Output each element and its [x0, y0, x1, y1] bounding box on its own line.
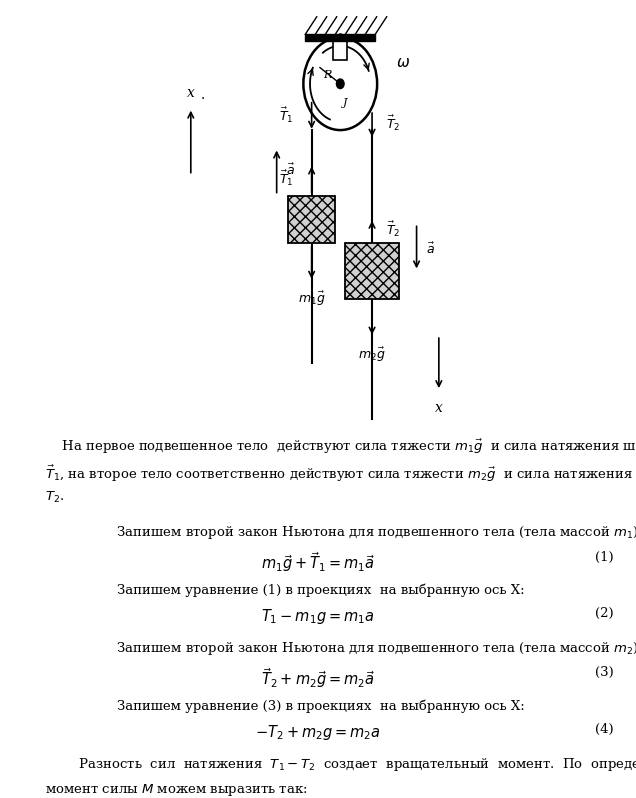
Text: (2): (2) [595, 607, 614, 620]
Text: (4): (4) [595, 723, 614, 736]
Polygon shape [288, 196, 336, 243]
Text: Разность  сил  натяжения  $T_1-T_2$  создает  вращательный  момент.  По  определ: Разность сил натяжения $T_1-T_2$ создает… [45, 756, 636, 772]
Text: $\vec{T}_1$: $\vec{T}_1$ [279, 168, 294, 188]
Text: $T_2$.: $T_2$. [45, 490, 64, 505]
Polygon shape [333, 38, 347, 60]
Text: Запишем уравнение (1) в проекциях  на выбранную ось X:: Запишем уравнение (1) в проекциях на выб… [83, 583, 524, 597]
Circle shape [336, 79, 344, 89]
Text: $\vec{T}_2+m_2\vec{g}=m_2\vec{a}$: $\vec{T}_2+m_2\vec{g}=m_2\vec{a}$ [261, 666, 375, 690]
Text: $\vec{a}$: $\vec{a}$ [426, 241, 436, 257]
Text: $\vec{a}$: $\vec{a}$ [286, 163, 296, 179]
Text: Запишем уравнение (3) в проекциях  на выбранную ось X:: Запишем уравнение (3) в проекциях на выб… [83, 699, 525, 713]
Text: R: R [323, 69, 331, 80]
Text: $\vec{T}_2$: $\vec{T}_2$ [386, 114, 401, 133]
Text: На первое подвешенное тело  действуют сила тяжести $m_1\vec{g}$  и сила натяжени: На первое подвешенное тело действуют сил… [45, 437, 636, 456]
Text: x: x [187, 85, 195, 100]
Text: (3): (3) [595, 666, 614, 679]
Text: $m_2\vec{g}$: $m_2\vec{g}$ [358, 346, 386, 364]
Text: J: J [343, 98, 348, 109]
Text: $\omega$: $\omega$ [396, 56, 410, 70]
Text: Запишем второй закон Ньютона для подвешенного тела (тела массой $m_2$):: Запишем второй закон Ньютона для подвеше… [83, 640, 636, 657]
Text: $-T_2+m_2g=m_2a$: $-T_2+m_2g=m_2a$ [255, 723, 381, 742]
Text: $m_1\vec{g}+\vec{T}_1=m_1\vec{a}$: $m_1\vec{g}+\vec{T}_1=m_1\vec{a}$ [261, 551, 375, 575]
Text: $m_1\vec{g}$: $m_1\vec{g}$ [298, 290, 326, 308]
Text: $\vec{T}_2$: $\vec{T}_2$ [386, 219, 401, 239]
Text: x: x [435, 401, 443, 415]
Polygon shape [305, 34, 375, 41]
Text: $\vec{T}_1$, на второе тело соответственно действуют сила тяжести $m_2\vec{g}$  : $\vec{T}_1$, на второе тело соответствен… [45, 464, 636, 484]
Text: $T_1-m_1g=m_1a$: $T_1-m_1g=m_1a$ [261, 607, 375, 626]
Text: $\vec{T}_1$: $\vec{T}_1$ [279, 106, 294, 125]
Polygon shape [345, 243, 399, 299]
Text: момент силы $M$ можем выразить так:: момент силы $M$ можем выразить так: [45, 782, 307, 798]
Text: (1): (1) [595, 551, 614, 563]
Text: Запишем второй закон Ньютона для подвешенного тела (тела массой $m_1$):: Запишем второй закон Ньютона для подвеше… [83, 524, 636, 541]
Text: .: . [200, 88, 205, 102]
